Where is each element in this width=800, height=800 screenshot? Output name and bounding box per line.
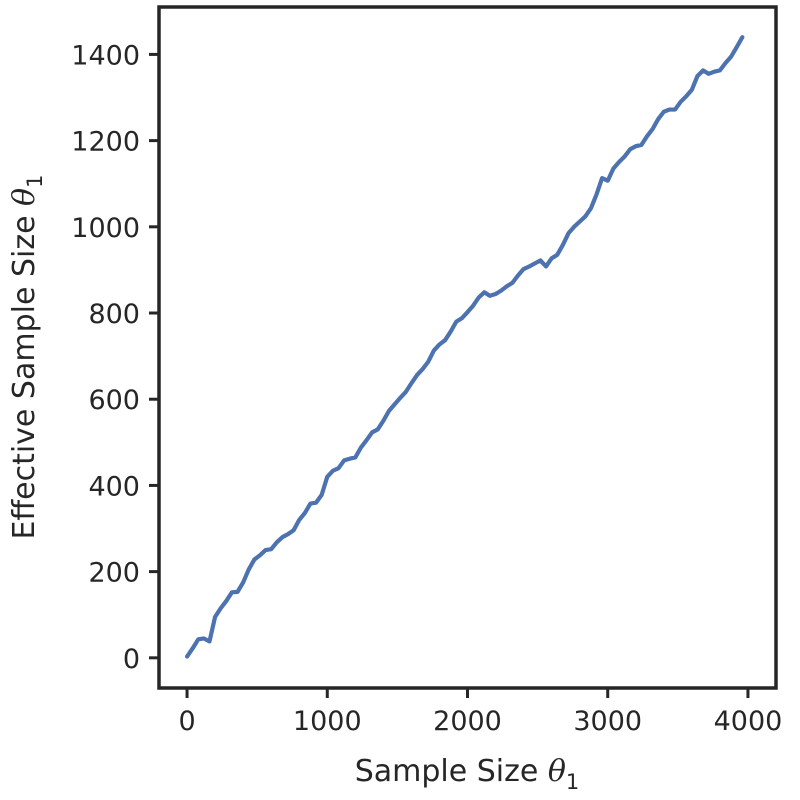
- y-tick-label: 1200: [71, 127, 140, 158]
- y-axis-title: Effective Sample Size θ1: [7, 174, 47, 539]
- y-axis-title-var: θ: [7, 188, 42, 206]
- y-axis-ticks: 0 200 400 600 800 1000 1200 1400: [71, 40, 159, 675]
- x-tick-label: 0: [178, 706, 195, 737]
- plot-area: [184, 35, 745, 659]
- y-tick-label: 400: [88, 471, 140, 502]
- y-tick-label: 1400: [71, 40, 140, 71]
- x-axis-title-var: θ: [548, 754, 566, 789]
- x-tick-label: 1000: [293, 706, 362, 737]
- y-axis-title-text: Effective Sample Size: [7, 215, 42, 539]
- x-tick-label: 4000: [714, 706, 783, 737]
- x-axis-title: Sample Size θ1: [355, 754, 580, 794]
- y-tick-label: 200: [88, 558, 140, 589]
- y-tick-label: 0: [123, 644, 140, 675]
- y-axis-title-sub: 1: [23, 174, 47, 187]
- x-tick-label: 3000: [573, 706, 642, 737]
- x-axis-title-text: Sample Size: [355, 754, 539, 789]
- x-tick-label: 2000: [433, 706, 502, 737]
- x-axis-ticks: 0 1000 2000 3000 4000: [178, 688, 782, 737]
- x-axis-title-sub: 1: [566, 770, 579, 794]
- y-tick-label: 600: [88, 385, 140, 416]
- axes-frame: [157, 5, 778, 690]
- y-tick-label: 800: [88, 299, 140, 330]
- series-line: [184, 35, 745, 659]
- y-tick-label: 1000: [71, 213, 140, 244]
